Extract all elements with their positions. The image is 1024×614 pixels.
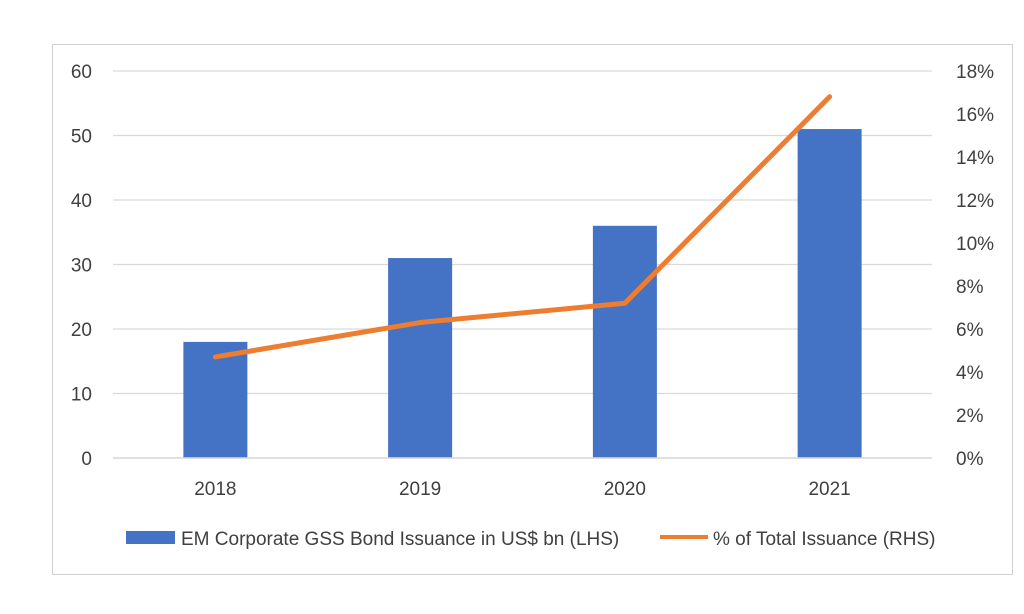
right-tick-label: 18% <box>956 62 994 83</box>
right-tick-label: 6% <box>956 320 984 341</box>
right-tick-label: 8% <box>956 277 984 298</box>
x-tick-label: 2019 <box>399 479 441 500</box>
right-tick-label: 10% <box>956 234 994 255</box>
legend-bar-swatch <box>126 531 175 544</box>
left-tick-label: 30 <box>71 256 92 277</box>
legend-bar-label: EM Corporate GSS Bond Issuance in US$ bn… <box>181 529 619 550</box>
bar <box>592 225 657 458</box>
legend-line-label: % of Total Issuance (RHS) <box>713 529 935 550</box>
legend: EM Corporate GSS Bond Issuance in US$ bn… <box>126 529 935 550</box>
line-series-path <box>212 94 833 360</box>
right-tick-label: 2% <box>956 406 984 427</box>
right-tick-label: 14% <box>956 148 994 169</box>
left-axis: 0 10 20 30 40 50 60 <box>71 62 92 470</box>
x-tick-label: 2020 <box>604 479 646 500</box>
right-axis: 0% 2% 4% 6% 8% 10% 12% 14% 16% 18% <box>956 62 994 470</box>
left-tick-label: 10 <box>71 385 92 406</box>
left-tick-label: 40 <box>71 191 92 212</box>
line-series <box>212 94 833 360</box>
bar <box>797 129 862 459</box>
right-tick-label: 16% <box>956 105 994 126</box>
left-tick-label: 20 <box>71 320 92 341</box>
right-tick-label: 12% <box>956 191 994 212</box>
right-tick-label: 0% <box>956 449 984 470</box>
bar <box>183 341 248 458</box>
x-axis: 2018 2019 2020 2021 <box>113 457 932 500</box>
left-tick-label: 50 <box>71 127 92 148</box>
right-tick-label: 4% <box>956 363 984 384</box>
bar-series <box>183 129 862 459</box>
bar <box>388 258 453 458</box>
left-tick-label: 0 <box>81 449 92 470</box>
x-tick-label: 2021 <box>808 479 850 500</box>
left-tick-label: 60 <box>71 62 92 83</box>
x-tick-label: 2018 <box>194 479 236 500</box>
